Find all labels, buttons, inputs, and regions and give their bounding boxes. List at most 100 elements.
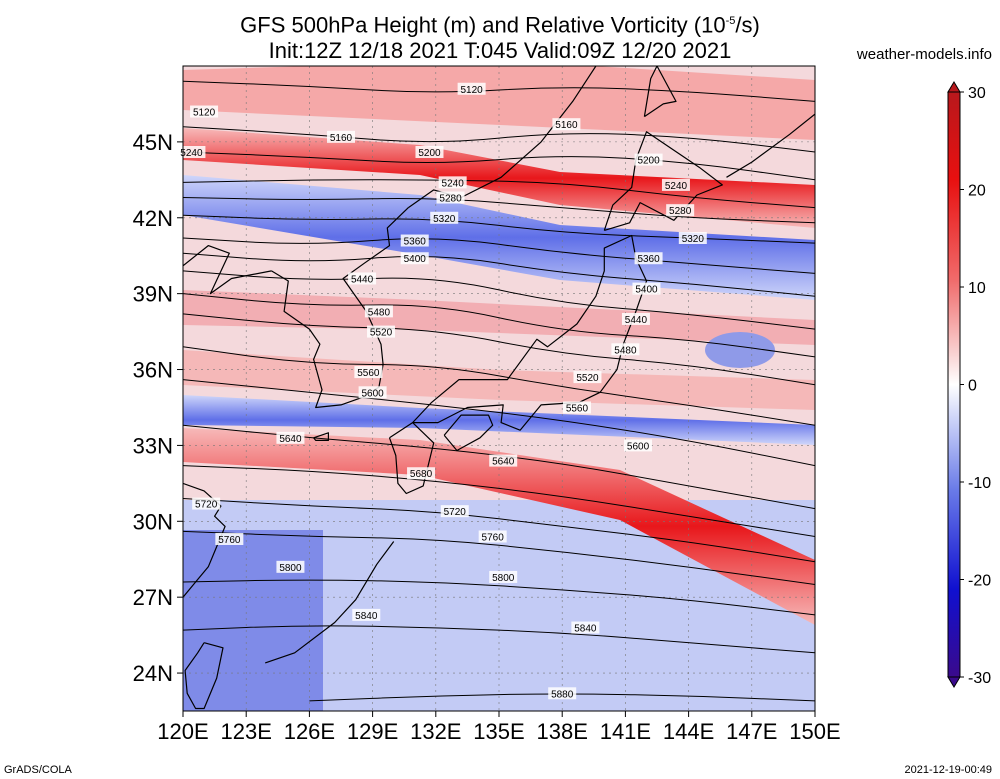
contour-label-text: 5800 <box>492 573 515 584</box>
contour-label-bg <box>678 232 707 244</box>
contour-label-bg <box>571 621 600 634</box>
negative-vorticity-cell <box>705 332 775 368</box>
contour-label-text: 5240 <box>442 178 465 189</box>
coastline-taiwan <box>184 642 224 710</box>
contour-label-text: 5320 <box>433 214 456 225</box>
contour-label-text: 5200 <box>637 156 660 167</box>
contour-label-text: 5440 <box>625 315 648 326</box>
contour-label-bg <box>215 533 244 545</box>
contour-label-bg <box>358 386 387 399</box>
contour-label: 5800 <box>276 560 305 574</box>
contour-label-text: 5160 <box>555 120 578 131</box>
contour-label-text: 5360 <box>637 254 660 265</box>
y-tick-label: 42N <box>133 206 173 231</box>
height-contour-5480 <box>183 293 815 358</box>
contour-label: 5160 <box>327 130 355 144</box>
y-tick-label: 30N <box>133 509 173 534</box>
footer-software: GrADS/COLA <box>4 764 72 776</box>
x-tick-label: 144E <box>663 719 714 744</box>
contour-label-bg <box>621 312 650 325</box>
contour-label: 5560 <box>562 401 591 414</box>
coastline-jeju <box>313 432 329 441</box>
x-tick-label: 129E <box>347 719 398 744</box>
contour-label: 5840 <box>352 608 381 622</box>
x-tick-label: 150E <box>789 719 840 744</box>
height-contour-5320 <box>183 214 815 244</box>
y-tick-label: 45N <box>133 130 173 155</box>
southwest-blue-region <box>183 530 323 711</box>
chart-title-line2: Init:12Z 12/18 2021 T:045 Valid:09Z 12/2… <box>268 38 732 63</box>
colorbar-label: -30 <box>968 670 991 687</box>
contour-label-text: 5360 <box>404 237 427 248</box>
height-contour-5560 <box>183 346 815 426</box>
height-contour-5440 <box>183 270 815 330</box>
contour-label-bg <box>407 467 436 480</box>
contour-label: 5360 <box>634 252 663 265</box>
contour-label-text: 5560 <box>357 368 380 379</box>
colorbar-bottom-arrow <box>947 676 961 688</box>
colorbar-ramp <box>947 91 961 678</box>
contour-label: 5480 <box>364 305 393 318</box>
contour-label: 5720 <box>440 505 469 518</box>
contour-label-bg <box>661 178 690 191</box>
coastline-ryukyu-islands <box>265 541 395 664</box>
contour-label: 5760 <box>478 530 507 543</box>
contour-label: 5680 <box>407 467 436 480</box>
coastline-honshu <box>412 234 648 431</box>
contour-label-text: 5680 <box>410 469 433 480</box>
contour-label: 5240 <box>438 176 467 189</box>
contour-label: 5200 <box>415 146 444 159</box>
contour-label: 5440 <box>621 312 650 326</box>
contour-label-text: 5840 <box>355 611 378 622</box>
contour-label-text: 5400 <box>404 254 427 265</box>
colorbar-label: -20 <box>968 573 991 590</box>
contour-label-text: 5320 <box>682 234 705 245</box>
height-contour-5680 <box>183 465 815 537</box>
contour-label-bg <box>276 560 305 573</box>
contour-label: 5880 <box>548 687 577 700</box>
coastline-sakhalin <box>643 66 677 118</box>
contour-label-bg <box>430 211 459 224</box>
contour-label: 5200 <box>634 153 663 167</box>
contour-label-text: 5200 <box>418 148 441 159</box>
contour-label-text: 5480 <box>368 307 391 318</box>
contour-label: 5320 <box>678 232 707 245</box>
x-tick-label: 135E <box>473 719 524 744</box>
height-contour-5160 <box>183 126 815 153</box>
x-tick-label: 123E <box>221 719 272 744</box>
height-contour-5600 <box>183 379 815 467</box>
colorbar: 30 20 10 0 -10 -20 -30 <box>947 81 991 688</box>
contour-label-text: 5120 <box>193 108 216 119</box>
contour-label-bg <box>367 325 396 338</box>
contour-label-bg <box>276 431 305 444</box>
contour-label: 5280 <box>666 204 695 217</box>
contour-label: 5600 <box>624 439 653 452</box>
contour-label-text: 5560 <box>566 403 589 414</box>
contour-label: 5520 <box>573 371 602 384</box>
contour-label: 5800 <box>489 570 518 584</box>
contour-label-text: 5880 <box>551 689 574 700</box>
x-tick-label: 141E <box>600 719 651 744</box>
contour-label-bg <box>624 439 653 452</box>
contour-label: 5280 <box>436 191 465 205</box>
contour-label-bg <box>364 305 393 318</box>
contour-label-text: 5240 <box>665 181 688 192</box>
contour-label-text: 5600 <box>627 441 650 452</box>
contour-label-text: 5120 <box>460 85 483 96</box>
site-attribution: weather-models.info <box>856 46 992 63</box>
contour-label-bg <box>457 82 486 95</box>
contour-label-text: 5400 <box>635 285 658 296</box>
contour-label: 5400 <box>632 282 661 296</box>
contour-label-bg <box>352 608 381 621</box>
negative-band-north <box>183 175 815 300</box>
contour-label-bg <box>634 153 663 166</box>
contour-label: 5400 <box>400 252 429 265</box>
contour-label-bg <box>611 343 640 356</box>
contour-label-bg <box>192 497 221 510</box>
height-contour-5640 <box>183 424 815 510</box>
height-contour-5760 <box>183 530 815 585</box>
colorbar-top-arrow <box>947 81 961 93</box>
contour-label-text: 5440 <box>351 274 374 285</box>
contour-label: 5760 <box>215 533 244 546</box>
contour-label-bg <box>177 146 206 158</box>
